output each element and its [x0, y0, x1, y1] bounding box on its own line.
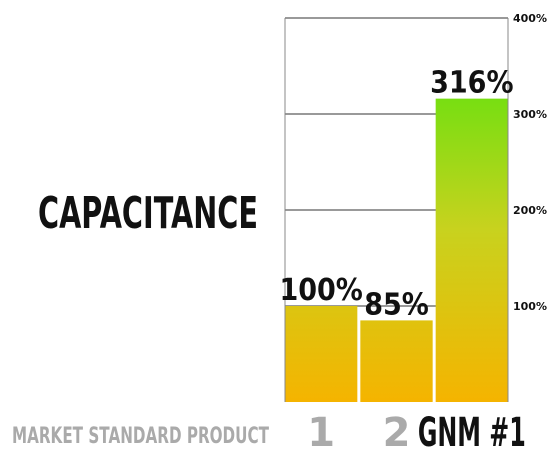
y-tick-300: 300% — [513, 108, 547, 121]
category-label-3: GNM #1 — [418, 410, 526, 453]
value-labels: 100% 85% 316% — [279, 66, 513, 323]
chart-title: CAPACITANCE — [38, 188, 258, 239]
plot-frame — [284, 18, 509, 402]
y-tick-labels: 100% 200% 300% 400% — [513, 12, 547, 313]
y-tick-400: 400% — [513, 12, 547, 25]
y-tick-100: 100% — [513, 300, 547, 313]
caption-market-standard-product: MARKET STANDARD PRODUCT — [12, 424, 269, 449]
category-label-2: 2 — [383, 410, 411, 453]
bar-gnm-1 — [435, 98, 508, 402]
value-label-2: 85% — [364, 287, 429, 322]
category-label-1: 1 — [307, 410, 335, 453]
value-label-3: 316% — [430, 66, 513, 101]
y-tick-200: 200% — [513, 204, 547, 217]
bar-2 — [360, 320, 433, 402]
value-label-1: 100% — [279, 273, 362, 308]
bars — [285, 98, 508, 402]
bar-1 — [285, 306, 358, 402]
category-labels: 1 2 GNM #1 — [307, 410, 526, 453]
